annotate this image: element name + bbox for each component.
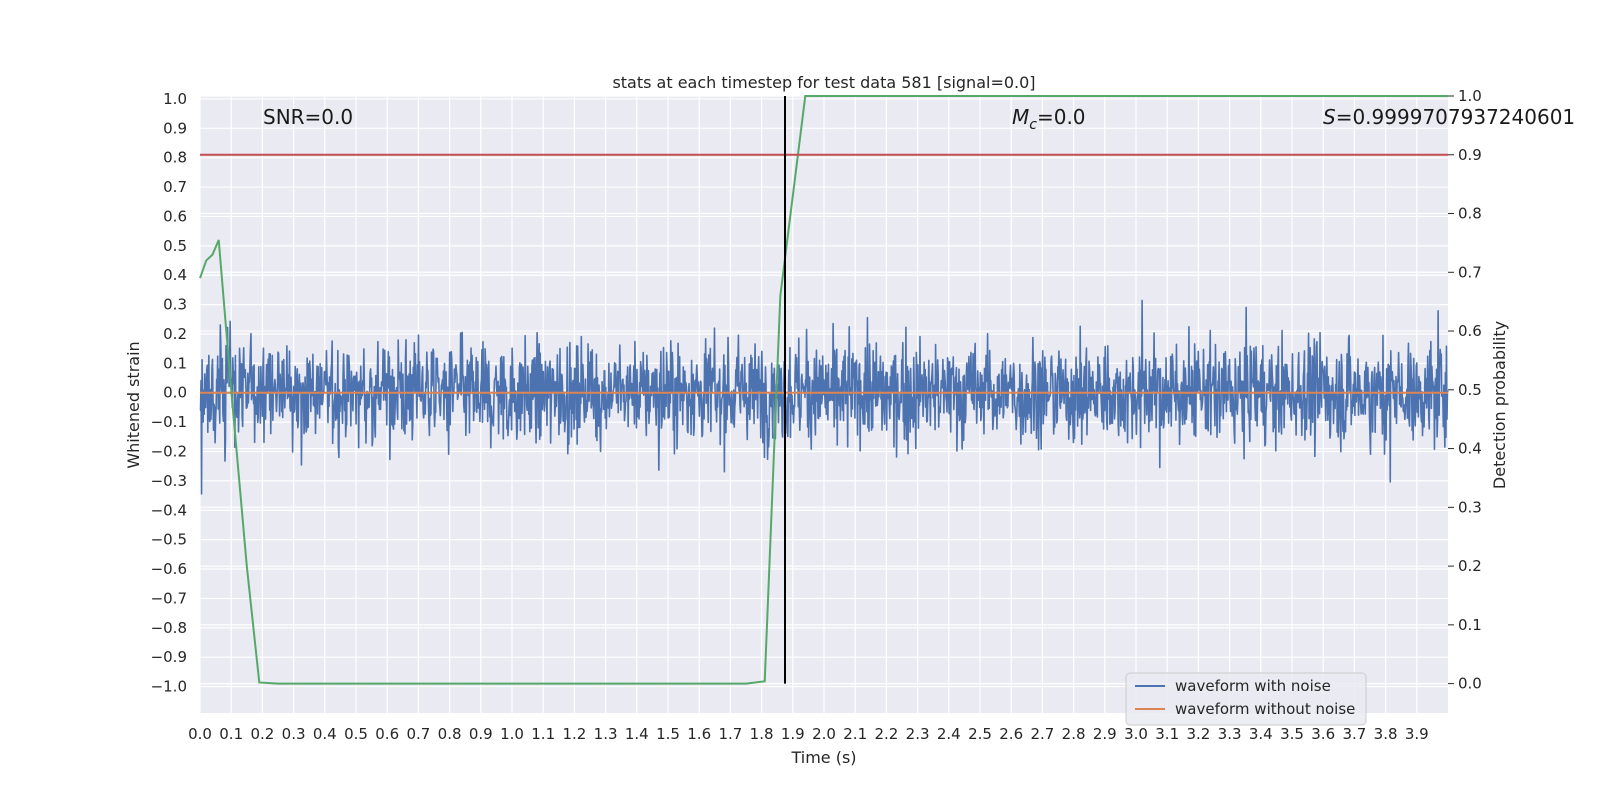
- x-tick-label: 0.2: [250, 725, 274, 743]
- chart-title: stats at each timestep for test data 581…: [612, 73, 1035, 92]
- x-tick-label: 0.7: [406, 725, 430, 743]
- chirp-mass-annotation: Mc=0.0: [1012, 105, 1086, 133]
- right-y-axis-title: Detection probability: [1490, 321, 1509, 489]
- legend: waveform with noise waveform without noi…: [1125, 672, 1367, 726]
- right-y-tick-label: 0.1: [1458, 616, 1482, 634]
- chirp-mass-symbol: M: [1012, 105, 1029, 129]
- noise-waveform-series: [199, 299, 1449, 495]
- x-tick-label: 1.9: [781, 725, 805, 743]
- x-tick-label: 2.3: [906, 725, 930, 743]
- snr-annotation: SNR=0.0: [263, 105, 353, 129]
- x-tick-label: 0.9: [469, 725, 493, 743]
- x-tick-label: 3.3: [1218, 725, 1242, 743]
- x-tick-label: 2.2: [874, 725, 898, 743]
- chirp-mass-subscript: c: [1029, 117, 1037, 133]
- x-tick-label: 3.6: [1311, 725, 1335, 743]
- left-y-tick-label: −0.4: [151, 501, 187, 519]
- x-tick-label: 1.3: [594, 725, 618, 743]
- right-y-tick-label: 0.6: [1458, 322, 1482, 340]
- x-tick-label: 1.2: [562, 725, 586, 743]
- legend-label-noise: waveform with noise: [1175, 677, 1331, 695]
- left-y-tick-label: 0.5: [163, 237, 187, 255]
- noise-waveform-line: [199, 299, 1449, 495]
- left-y-tick-label: 0.0: [163, 384, 187, 402]
- legend-box: [1125, 672, 1367, 726]
- x-tick-label: 1.6: [687, 725, 711, 743]
- left-y-tick-label: 1.0: [163, 90, 187, 108]
- right-y-tick-label: 0.4: [1458, 440, 1482, 458]
- x-tick-label: 3.2: [1186, 725, 1210, 743]
- x-tick-label: 0.6: [375, 725, 399, 743]
- x-tick-label: 3.4: [1249, 725, 1273, 743]
- left-y-axis-title: Whitened strain: [124, 341, 143, 468]
- left-y-tick-label: 0.8: [163, 149, 187, 167]
- right-y-tick-label: 0.7: [1458, 263, 1482, 281]
- x-tick-label: 1.7: [718, 725, 742, 743]
- x-tick-label: 2.7: [1030, 725, 1054, 743]
- x-tick-label: 2.8: [1062, 725, 1086, 743]
- x-tick-label: 1.0: [500, 725, 524, 743]
- right-y-tick-label: 0.0: [1458, 675, 1482, 693]
- x-tick-label: 1.5: [656, 725, 680, 743]
- right-y-tick-labels: 1.0 0.9 0.8 0.7 0.6 0.5 0.4 0.3 0.2 0.1 0.0: [1448, 87, 1482, 693]
- left-y-tick-label: 0.7: [163, 178, 187, 196]
- chirp-mass-value: =0.0: [1037, 105, 1086, 129]
- s-symbol: S: [1323, 105, 1336, 129]
- x-tick-label: 3.7: [1342, 725, 1366, 743]
- left-y-tick-label: 0.4: [163, 266, 187, 284]
- left-y-tick-label: −0.5: [151, 531, 187, 549]
- x-tick-label: 2.5: [968, 725, 992, 743]
- x-tick-label: 1.1: [531, 725, 555, 743]
- x-tick-label: 0.1: [219, 725, 243, 743]
- x-tick-label: 3.9: [1405, 725, 1429, 743]
- right-y-tick-label: 0.8: [1458, 205, 1482, 223]
- x-tick-label: 3.0: [1124, 725, 1148, 743]
- x-tick-label: 2.4: [937, 725, 961, 743]
- left-y-tick-label: −0.8: [151, 619, 187, 637]
- x-tick-labels: 0.0 0.1 0.2 0.3 0.4 0.5 0.6 0.7 0.8 0.9 1.0 1.1 1.2 1…: [188, 725, 1429, 743]
- x-tick-label: 2.1: [843, 725, 867, 743]
- left-y-tick-labels: 1.0 0.9 0.8 0.7 0.6 0.5 0.4 0.3 0.2 0.1 0.0 −0.1 −0.…: [151, 90, 187, 696]
- left-y-tick-label: −0.7: [151, 589, 187, 607]
- left-y-tick-label: −0.3: [151, 472, 187, 490]
- horizontal-gridlines: [200, 98, 1448, 688]
- x-tick-label: 1.4: [625, 725, 649, 743]
- left-y-tick-label: 0.2: [163, 325, 187, 343]
- left-y-tick-label: 0.3: [163, 296, 187, 314]
- left-y-tick-label: −0.1: [151, 413, 187, 431]
- x-axis-title: Time (s): [790, 748, 856, 767]
- x-tick-label: 0.0: [188, 725, 212, 743]
- left-y-tick-label: 0.6: [163, 207, 187, 225]
- left-y-tick-label: 0.9: [163, 119, 187, 137]
- x-tick-label: 2.9: [1093, 725, 1117, 743]
- x-tick-label: 0.8: [438, 725, 462, 743]
- left-y-tick-label: −1.0: [151, 678, 187, 696]
- x-tick-label: 3.5: [1280, 725, 1304, 743]
- x-tick-label: 0.3: [282, 725, 306, 743]
- x-tick-label: 3.1: [1155, 725, 1179, 743]
- right-y-tick-label: 0.2: [1458, 557, 1482, 575]
- x-tick-label: 1.8: [750, 725, 774, 743]
- left-y-tick-label: −0.9: [151, 648, 187, 666]
- detection-probability-line: [199, 95, 1448, 685]
- x-tick-label: 0.4: [313, 725, 337, 743]
- right-y-tick-label: 1.0: [1458, 87, 1482, 105]
- x-tick-label: 0.5: [344, 725, 368, 743]
- left-y-tick-label: 0.1: [163, 354, 187, 372]
- x-tick-label: 2.0: [812, 725, 836, 743]
- right-y-tick-label: 0.3: [1458, 498, 1482, 516]
- s-annotation: S=0.9999707937240601: [1323, 105, 1575, 129]
- left-y-tick-label: −0.2: [151, 443, 187, 461]
- x-tick-label: 2.6: [999, 725, 1023, 743]
- legend-label-clean: waveform without noise: [1175, 700, 1355, 718]
- right-y-tick-label: 0.9: [1458, 146, 1482, 164]
- line-series: [199, 95, 1448, 685]
- x-tick-label: 3.8: [1374, 725, 1398, 743]
- s-value: =0.9999707937240601: [1336, 105, 1575, 129]
- left-y-tick-label: −0.6: [151, 560, 187, 578]
- right-y-tick-label: 0.5: [1458, 381, 1482, 399]
